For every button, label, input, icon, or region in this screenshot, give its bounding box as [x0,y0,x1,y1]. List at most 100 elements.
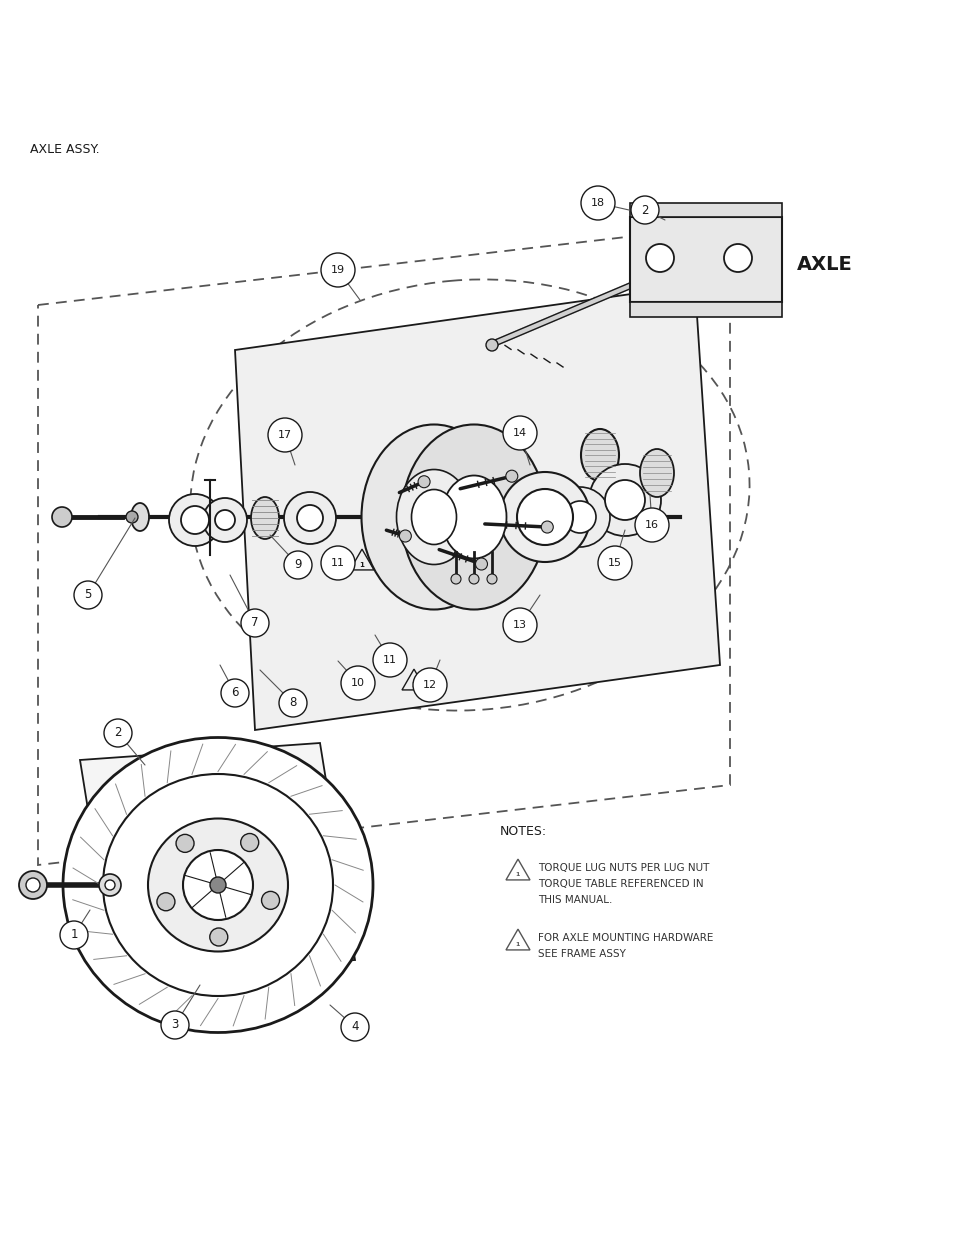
Text: 1: 1 [359,562,364,568]
Text: 3: 3 [172,1019,178,1031]
Circle shape [417,475,430,488]
Circle shape [210,877,226,893]
Circle shape [104,719,132,747]
Ellipse shape [411,489,456,545]
Circle shape [630,196,659,224]
Text: NOTES:: NOTES: [499,825,547,839]
Circle shape [74,580,102,609]
Circle shape [210,927,228,946]
Circle shape [502,608,537,642]
Circle shape [203,498,247,542]
Circle shape [278,689,307,718]
Ellipse shape [105,881,115,890]
Ellipse shape [99,874,121,897]
Text: TORQUE LUG NUTS PER LUG NUT: TORQUE LUG NUTS PER LUG NUT [537,863,709,873]
Text: 11: 11 [331,558,345,568]
Text: 18: 18 [590,198,604,207]
Circle shape [183,850,253,920]
Text: 1: 1 [516,942,519,947]
Ellipse shape [396,469,471,564]
Text: 2: 2 [114,726,122,740]
Circle shape [502,416,537,450]
Circle shape [320,253,355,287]
Text: AXLE: AXLE [796,256,852,274]
Circle shape [19,871,47,899]
Ellipse shape [580,429,618,480]
Circle shape [284,492,335,543]
Ellipse shape [639,450,673,496]
Text: SEE FRAME ASSY: SEE FRAME ASSY [537,948,625,960]
Circle shape [723,245,751,272]
Circle shape [645,245,673,272]
Circle shape [320,546,355,580]
Text: 6: 6 [231,687,238,699]
Circle shape [580,186,615,220]
Circle shape [176,835,193,852]
Text: 10: 10 [351,678,365,688]
Circle shape [241,609,269,637]
Ellipse shape [441,475,506,558]
Circle shape [598,546,631,580]
Circle shape [161,1011,189,1039]
Circle shape [499,472,589,562]
Circle shape [505,471,517,482]
Text: 11: 11 [382,655,396,664]
Text: AXLE ASSY.: AXLE ASSY. [30,143,99,156]
Circle shape [469,574,478,584]
Circle shape [296,505,323,531]
Polygon shape [80,743,355,977]
Text: 17: 17 [277,430,292,440]
Text: 14: 14 [513,429,526,438]
Text: 13: 13 [513,620,526,630]
Text: 7: 7 [251,616,258,630]
Ellipse shape [251,496,278,538]
Circle shape [486,574,497,584]
Circle shape [340,666,375,700]
Circle shape [563,501,596,534]
Text: 12: 12 [422,680,436,690]
Circle shape [550,487,609,547]
Circle shape [451,574,460,584]
Circle shape [284,551,312,579]
Text: PAGE 82 — MAYCO C-30HDNI (ZENITH) PUMP — OPERATION AND PARTS MANUAL — REV. #11 (: PAGE 82 — MAYCO C-30HDNI (ZENITH) PUMP —… [134,1198,819,1212]
Circle shape [261,892,279,909]
Circle shape [588,464,660,536]
Circle shape [52,508,71,527]
Ellipse shape [148,819,288,951]
Circle shape [268,417,302,452]
Text: 15: 15 [607,558,621,568]
Ellipse shape [361,425,506,610]
Text: 1: 1 [71,929,77,941]
FancyBboxPatch shape [629,217,781,303]
Circle shape [475,558,487,571]
Circle shape [240,834,258,851]
Circle shape [413,668,447,701]
Text: 4: 4 [351,1020,358,1034]
Ellipse shape [63,737,373,1032]
Circle shape [126,511,138,522]
Circle shape [635,508,668,542]
Text: 1: 1 [411,682,416,688]
Circle shape [26,878,40,892]
Text: 2: 2 [640,204,648,216]
Text: FOR AXLE MOUNTING HARDWARE: FOR AXLE MOUNTING HARDWARE [537,932,713,944]
Text: THIS MANUAL.: THIS MANUAL. [537,895,612,905]
Circle shape [221,679,249,706]
Ellipse shape [103,774,333,995]
Ellipse shape [401,425,546,610]
Circle shape [340,1013,369,1041]
Circle shape [214,510,234,530]
Circle shape [373,643,407,677]
Text: 9: 9 [294,558,301,572]
Circle shape [60,921,88,948]
Polygon shape [629,303,781,317]
Circle shape [181,506,209,534]
Text: 8: 8 [289,697,296,709]
Circle shape [485,338,497,351]
Text: 1: 1 [516,872,519,878]
Circle shape [540,521,553,534]
Text: 16: 16 [644,520,659,530]
Text: C-30HDNI (ZENITH) PUMP — AXLE ASSY.: C-30HDNI (ZENITH) PUMP — AXLE ASSY. [291,27,758,48]
Text: TORQUE TABLE REFERENCED IN: TORQUE TABLE REFERENCED IN [537,879,703,889]
Circle shape [517,489,573,545]
